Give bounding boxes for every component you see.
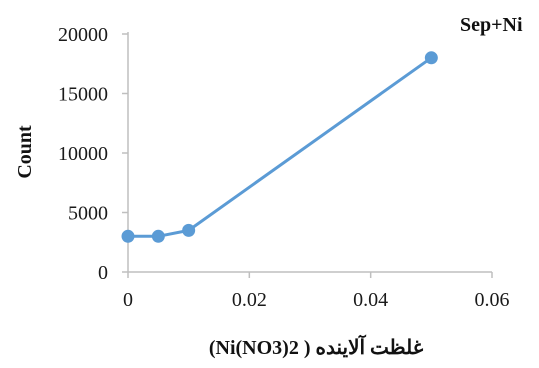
data-point [151, 229, 165, 243]
data-point [424, 51, 438, 65]
data-point [182, 223, 196, 237]
y-tick-label: 0 [98, 262, 108, 284]
y-axis: 0 5000 10000 15000 20000 [58, 24, 129, 284]
series-layer [121, 51, 438, 243]
x-axis-title: (Ni(NO3)2 ) غلظت آلاینده [209, 334, 424, 359]
x-tick-label: 0.06 [475, 289, 510, 311]
y-tick-label: 10000 [58, 143, 108, 165]
y-axis-title: Count [14, 125, 36, 179]
y-tick-label: 15000 [58, 84, 108, 106]
x-tick-label: 0.02 [232, 289, 267, 311]
y-tick-label: 20000 [58, 24, 108, 46]
y-tick-label: 5000 [68, 203, 108, 225]
x-tick-label: 0 [123, 289, 133, 311]
series-label: Sep+Ni [460, 14, 523, 36]
series-line [128, 56, 433, 238]
x-axis: 0 0.02 0.04 0.06 [123, 271, 510, 311]
data-point [121, 229, 135, 243]
x-tick-label: 0.04 [353, 289, 388, 311]
